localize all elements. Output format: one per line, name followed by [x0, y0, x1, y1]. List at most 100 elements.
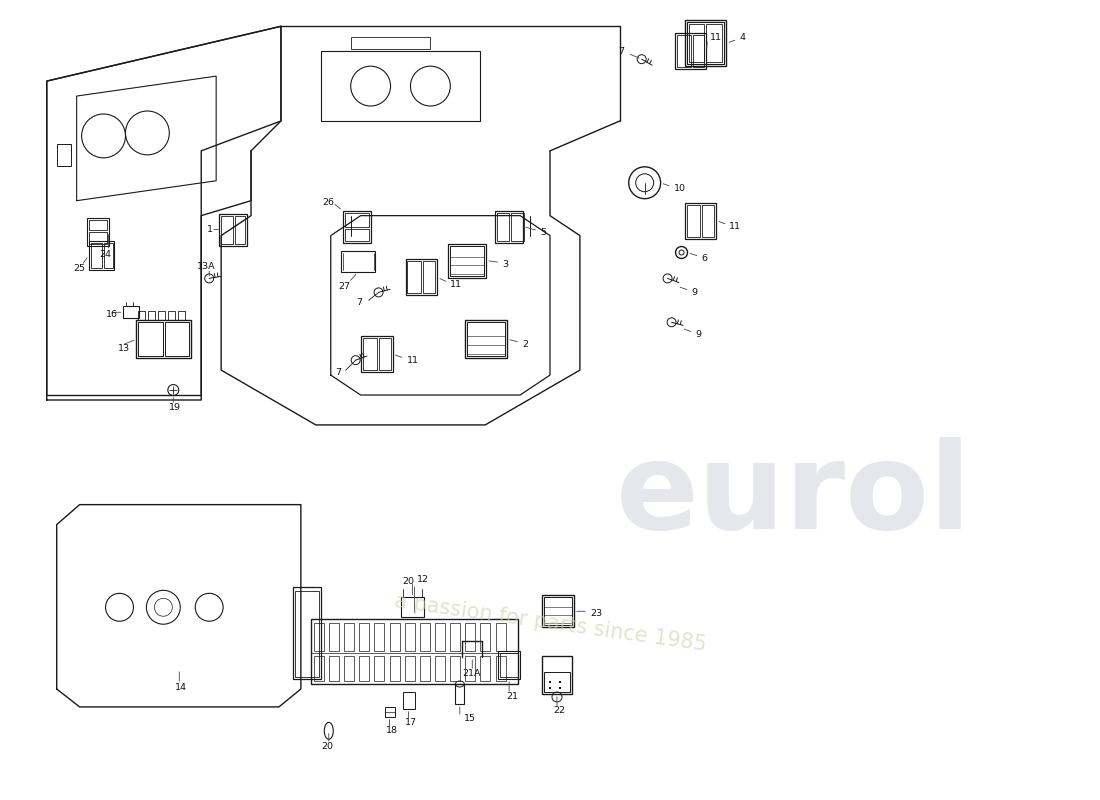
Bar [684, 202, 716, 238]
Text: 9: 9 [692, 288, 697, 297]
Bar [434, 623, 446, 651]
Text: 18: 18 [386, 726, 397, 735]
Text: 15: 15 [464, 714, 476, 723]
Text: 19: 19 [169, 403, 182, 413]
Bar [465, 320, 507, 358]
Text: 13A: 13A [197, 262, 216, 271]
Bar [455, 684, 464, 704]
Text: 7: 7 [356, 298, 363, 307]
Bar [57, 144, 70, 166]
Bar [686, 205, 701, 237]
Bar [407, 262, 421, 294]
Text: 7: 7 [618, 46, 624, 56]
Bar [295, 591, 319, 677]
Text: 11: 11 [407, 356, 418, 365]
Bar [90, 242, 101, 269]
Text: 17: 17 [405, 718, 417, 727]
Text: eurol: eurol [616, 437, 971, 554]
Text: 23: 23 [590, 609, 602, 618]
Text: 21: 21 [506, 693, 518, 702]
Bar [542, 595, 574, 627]
Bar [221, 216, 233, 243]
Bar [344, 623, 354, 651]
Bar [329, 656, 339, 681]
Text: 20: 20 [403, 577, 415, 586]
Bar [497, 213, 509, 241]
Bar [400, 598, 425, 618]
Bar [89, 241, 113, 270]
Bar [360, 656, 370, 681]
Bar [343, 210, 371, 242]
Bar [385, 707, 395, 717]
Bar [420, 623, 430, 651]
Bar [449, 243, 486, 278]
Bar [293, 587, 321, 679]
Text: 25: 25 [74, 264, 86, 273]
Bar [360, 623, 370, 651]
Text: 11: 11 [710, 33, 722, 42]
Bar [168, 311, 175, 320]
Text: 22: 22 [553, 706, 565, 715]
Text: 11: 11 [729, 222, 741, 231]
Text: 1: 1 [207, 225, 213, 234]
Text: 6: 6 [702, 254, 707, 263]
Bar [87, 218, 109, 246]
Bar [496, 623, 506, 651]
Bar [450, 623, 460, 651]
Bar [403, 692, 416, 709]
Text: 11: 11 [450, 280, 462, 289]
Bar [496, 656, 506, 681]
Bar [139, 322, 163, 356]
Bar [674, 34, 706, 69]
Bar [89, 220, 107, 230]
Text: 21A: 21A [462, 669, 481, 678]
Bar [165, 322, 189, 356]
Bar [136, 320, 191, 358]
Text: 24: 24 [100, 250, 111, 259]
Bar [500, 653, 518, 677]
Bar [341, 250, 375, 273]
Bar [235, 216, 245, 243]
Bar [544, 672, 570, 692]
Bar [374, 623, 384, 651]
Bar [344, 213, 369, 226]
Bar [314, 623, 323, 651]
Bar [542, 656, 572, 694]
Text: 7: 7 [334, 367, 341, 377]
Bar [329, 623, 339, 651]
Bar [363, 338, 376, 370]
Bar [686, 22, 725, 64]
Text: 9: 9 [695, 330, 702, 338]
Text: 26: 26 [322, 198, 334, 207]
Bar [684, 20, 726, 66]
Bar [378, 338, 390, 370]
Bar [424, 262, 436, 294]
Bar [178, 311, 185, 320]
Text: 16: 16 [106, 310, 118, 318]
Bar [374, 656, 384, 681]
Bar [465, 656, 475, 681]
Bar [311, 619, 518, 684]
Bar [481, 656, 491, 681]
Bar [158, 311, 165, 320]
Text: 2: 2 [522, 340, 528, 349]
Bar [103, 242, 112, 269]
Bar [495, 210, 524, 242]
Bar [420, 656, 430, 681]
Text: 12: 12 [417, 575, 429, 584]
Bar [89, 231, 107, 243]
Bar [389, 623, 399, 651]
Bar [468, 322, 505, 356]
Bar [219, 214, 248, 246]
Text: 10: 10 [673, 184, 685, 194]
Text: 20: 20 [321, 742, 333, 751]
Bar [405, 623, 415, 651]
Bar [344, 656, 354, 681]
Bar [351, 38, 430, 50]
Bar [139, 311, 145, 320]
Bar [693, 35, 704, 67]
Text: 13: 13 [118, 344, 130, 353]
Bar [389, 656, 399, 681]
Text: 4: 4 [739, 33, 746, 42]
Bar [465, 623, 475, 651]
